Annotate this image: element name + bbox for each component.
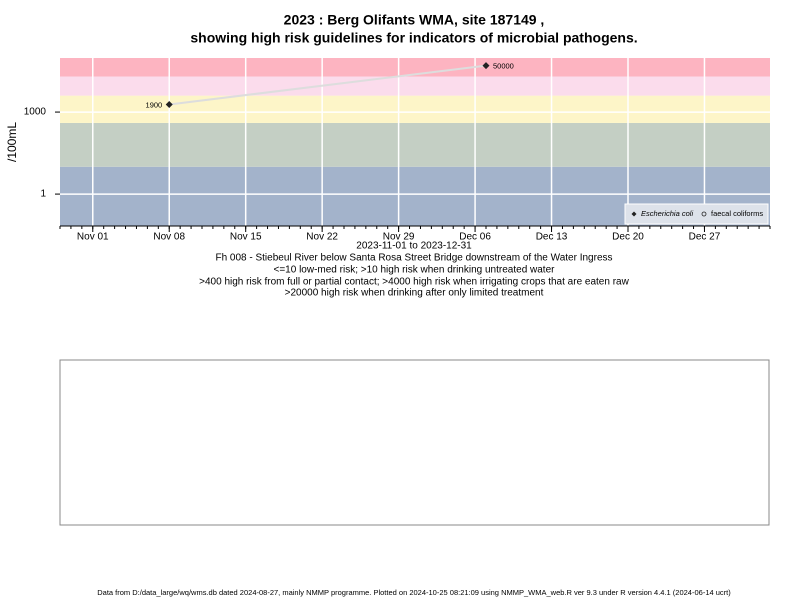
footer: Data from D:/data_large/wq/wms.db dated … (97, 588, 731, 597)
note: <=10 low-med risk; >10 high risk when dr… (274, 265, 556, 276)
data-point (165, 100, 173, 108)
legend-box (624, 203, 769, 225)
note: >400 high risk from full or partial cont… (199, 277, 629, 288)
note: Fh 008 - Stiebeul River below Santa Rosa… (215, 253, 612, 264)
y-tick-label: 1 (40, 189, 46, 200)
risk-band (60, 58, 770, 77)
y-tick-label: 1000 (24, 107, 47, 118)
legend-marker (701, 211, 707, 217)
chart-title: 2023 : Berg Olifants WMA, site 187149 , (284, 12, 545, 28)
data-label: 50000 (493, 62, 514, 71)
x-tick-label: Dec 27 (689, 232, 721, 243)
x-tick-label: Nov 01 (77, 232, 109, 243)
y-axis-label: /100mL (5, 122, 19, 162)
risk-band (60, 122, 770, 167)
x-tick-label: Nov 15 (230, 232, 262, 243)
empty-panel (59, 359, 770, 526)
x-tick-label: Nov 29 (383, 232, 415, 243)
data-point (482, 62, 490, 70)
x-tick-label: Dec 13 (536, 232, 568, 243)
data-line (169, 64, 487, 106)
data-label: 1900 (146, 100, 163, 109)
chart-subtitle: showing high risk guidelines for indicat… (190, 30, 637, 46)
x-tick-label: Dec 20 (612, 232, 644, 243)
risk-band (60, 76, 770, 96)
legend-label: faecal coliforms (711, 209, 763, 218)
x-axis-label: 2023-11-01 to 2023-12-31 (356, 241, 472, 252)
x-tick-label: Nov 08 (153, 232, 185, 243)
risk-band (60, 95, 770, 123)
note: >20000 high risk when drinking after onl… (285, 288, 544, 299)
x-tick-label: Nov 22 (306, 232, 338, 243)
x-tick-label: Dec 06 (459, 232, 491, 243)
legend-label: Escherichia coli (641, 209, 693, 218)
legend-marker (631, 211, 637, 217)
